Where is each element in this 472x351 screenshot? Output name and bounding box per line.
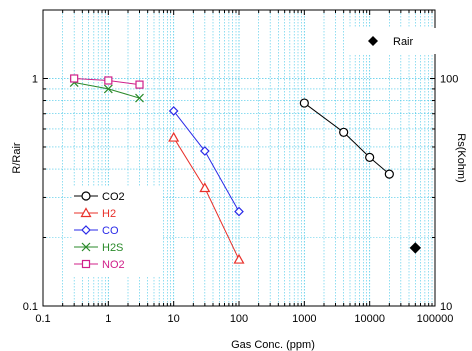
y2-tick-label: 10 (440, 301, 452, 313)
x-tick-label: 100000 (417, 313, 454, 325)
series-no2 (70, 74, 144, 89)
series-h2 (168, 131, 245, 264)
y2-tick-label: 100 (440, 73, 458, 85)
series-h2s-point (135, 93, 144, 103)
legend-label-h2s: H2S (102, 242, 123, 254)
series-h2-line (173, 137, 240, 260)
series-co2-point (339, 127, 349, 137)
series-h2s-point (103, 84, 113, 94)
legend-marker-h2 (80, 207, 92, 218)
legend-marker-co (81, 225, 91, 235)
series-h2s (69, 78, 144, 103)
x-tick-label: 0.1 (35, 313, 50, 325)
rair-legend-label: Rair (393, 36, 414, 48)
x-tick-label: 10 (168, 313, 180, 325)
y-tick-labels: 0.11 (23, 73, 38, 313)
x-tick-label: 1 (105, 313, 111, 325)
x-axis-label: Gas Conc. (ppm) (231, 339, 315, 351)
series-co (168, 106, 244, 217)
legend-label-h2: H2 (102, 208, 116, 220)
rair-legend-box (348, 28, 440, 54)
series-co2-point (299, 98, 309, 108)
legend-label-co: CO (102, 225, 119, 237)
series-co2-point (384, 169, 394, 179)
y-axis-label: R/Rair (11, 142, 23, 174)
legend-marker-no2 (81, 259, 91, 269)
series-no2-point (135, 80, 144, 89)
series-co-point (168, 106, 179, 116)
series-co-point (234, 206, 244, 217)
legend: CO2 H2 CO H2S NO2 (72, 186, 162, 276)
rair-point (409, 242, 422, 254)
x-tick-labels: 0.1 1 10 100 1000 10000 100000 (35, 313, 453, 325)
y2-tick-labels: 10 100 (440, 73, 458, 313)
series-co-point (199, 146, 210, 156)
y-tick-label: 0.1 (23, 301, 38, 313)
legend-label-co2: CO2 (102, 191, 125, 203)
series-layer (69, 74, 422, 264)
series-no2-point (70, 74, 79, 83)
series-h2-point (199, 182, 211, 193)
legend-marker-h2s (81, 242, 91, 252)
rair-legend: Rair (348, 28, 440, 54)
series-co-line (173, 110, 240, 212)
series-co2-line (304, 102, 390, 175)
series-co2 (299, 98, 394, 179)
series-co2-point (365, 152, 375, 162)
series-h2-point (233, 253, 245, 264)
legend-marker-co2 (81, 191, 91, 201)
y-tick-label: 1 (32, 73, 38, 85)
series-no2-point (104, 76, 113, 85)
y2-axis-label: Rs(Kohm) (455, 133, 467, 183)
axis-ticks (42, 9, 435, 307)
x-tick-label: 100 (230, 313, 248, 325)
x-tick-label: 1000 (292, 313, 316, 325)
legend-label-no2: NO2 (102, 259, 125, 271)
rair-legend-marker (368, 36, 378, 46)
series-h2-point (168, 131, 180, 142)
x-tick-label: 10000 (354, 313, 385, 325)
series-rair (409, 242, 422, 254)
